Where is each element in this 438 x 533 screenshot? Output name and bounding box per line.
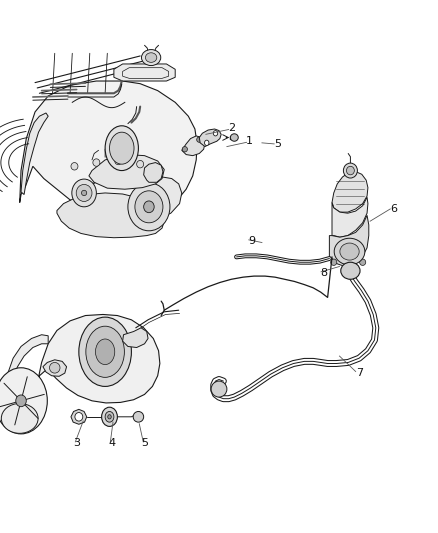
Ellipse shape [205, 140, 209, 146]
Ellipse shape [72, 179, 96, 207]
Text: 8: 8 [321, 268, 328, 278]
Ellipse shape [115, 157, 122, 165]
Ellipse shape [197, 137, 202, 142]
Polygon shape [43, 360, 67, 376]
Polygon shape [89, 155, 164, 189]
Polygon shape [329, 215, 369, 266]
Ellipse shape [1, 403, 38, 433]
Ellipse shape [0, 368, 47, 434]
Text: 2: 2 [229, 123, 236, 133]
Ellipse shape [211, 381, 227, 397]
Text: 3: 3 [73, 439, 80, 448]
Text: 1: 1 [246, 136, 253, 146]
Ellipse shape [93, 159, 100, 166]
Ellipse shape [95, 339, 115, 365]
Polygon shape [114, 64, 175, 81]
Text: 6: 6 [391, 204, 398, 214]
Ellipse shape [102, 407, 117, 426]
Ellipse shape [79, 317, 131, 386]
Ellipse shape [360, 259, 366, 265]
Ellipse shape [346, 166, 354, 175]
Polygon shape [332, 197, 368, 237]
Text: 5: 5 [275, 139, 282, 149]
Ellipse shape [137, 160, 144, 168]
Ellipse shape [75, 413, 83, 421]
Text: 4: 4 [108, 439, 115, 448]
Polygon shape [199, 129, 221, 147]
Polygon shape [152, 177, 182, 219]
Ellipse shape [133, 411, 144, 422]
Polygon shape [20, 81, 197, 216]
Ellipse shape [145, 53, 157, 62]
Ellipse shape [71, 163, 78, 170]
Ellipse shape [340, 243, 359, 260]
Polygon shape [37, 314, 160, 403]
Ellipse shape [81, 190, 87, 196]
Ellipse shape [110, 132, 134, 164]
Polygon shape [123, 328, 148, 348]
Polygon shape [57, 193, 164, 238]
Text: 5: 5 [141, 439, 148, 448]
Text: 9: 9 [248, 236, 255, 246]
Ellipse shape [108, 415, 111, 419]
Ellipse shape [128, 183, 170, 231]
Ellipse shape [343, 163, 357, 178]
Polygon shape [332, 172, 368, 212]
Text: 7: 7 [356, 368, 363, 378]
Ellipse shape [334, 238, 365, 265]
Polygon shape [144, 163, 163, 182]
Ellipse shape [213, 131, 218, 136]
Ellipse shape [135, 191, 163, 223]
Ellipse shape [105, 411, 114, 422]
Ellipse shape [182, 147, 187, 152]
Ellipse shape [331, 259, 337, 265]
Polygon shape [4, 335, 48, 393]
Ellipse shape [141, 50, 161, 66]
Ellipse shape [16, 395, 26, 407]
Polygon shape [21, 113, 48, 195]
Ellipse shape [230, 134, 238, 141]
Polygon shape [71, 409, 87, 424]
Ellipse shape [76, 184, 92, 201]
Ellipse shape [144, 201, 154, 213]
Ellipse shape [105, 126, 138, 171]
Ellipse shape [341, 262, 360, 279]
Ellipse shape [49, 362, 60, 373]
Polygon shape [182, 136, 205, 156]
Ellipse shape [152, 167, 159, 174]
Ellipse shape [86, 326, 124, 377]
